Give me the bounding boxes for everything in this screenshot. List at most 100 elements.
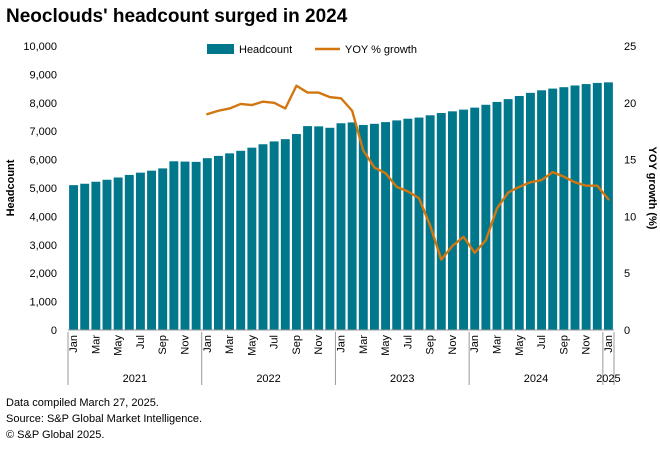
x-tick-label: Mar	[90, 335, 102, 354]
chart-notes: Data compiled March 27, 2025. Source: S&…	[6, 395, 202, 443]
x-tick-label: May	[113, 335, 125, 356]
note-source: Source: S&P Global Market Intelligence.	[6, 413, 203, 425]
x-tick-label: Jul	[135, 335, 147, 349]
y2-tick-label: 25	[624, 41, 636, 53]
y-tick-label: 5,000	[29, 183, 57, 195]
headcount-bar	[247, 147, 257, 330]
x-tick-label: Jan	[603, 335, 615, 353]
headcount-bar	[113, 177, 123, 330]
x-tick-label: Jan	[68, 335, 80, 353]
legend-label-headcount: Headcount	[239, 44, 292, 56]
legend-item-yoy: YOY % growth	[315, 44, 417, 56]
x-tick-label: Sep	[291, 335, 303, 355]
yoy-growth-point	[373, 166, 376, 169]
yoy-growth-point	[384, 172, 387, 175]
x-tick-label: Nov	[313, 335, 325, 355]
yoy-growth-point	[239, 103, 242, 105]
yoy-growth-point	[362, 149, 365, 152]
headcount-bar	[236, 150, 246, 330]
yoy-growth-point	[251, 104, 253, 106]
headcount-bar	[91, 181, 101, 330]
year-label: 2024	[524, 373, 548, 385]
year-label: 2023	[390, 373, 414, 385]
headcount-bar	[102, 179, 112, 330]
x-tick-label: Mar	[358, 335, 370, 354]
yoy-growth-point	[451, 245, 454, 247]
x-tick-label: Jan	[469, 335, 481, 353]
axes: 0 1,000 2,000 3,000 4,000 5,000 6,000 7,000 8,00…	[5, 41, 658, 385]
headcount-bar	[314, 126, 324, 331]
x-tick-label: May	[514, 335, 526, 356]
yoy-growth-point	[262, 100, 264, 103]
yoy-growth-point	[529, 181, 532, 184]
headcount-bar	[280, 139, 290, 330]
yoy-growth-point	[574, 181, 576, 184]
headcount-bar	[492, 101, 502, 330]
headcount-bar	[358, 124, 368, 330]
x-tick-label: Jan	[202, 335, 214, 353]
headcount-bars	[69, 82, 613, 331]
yoy-growth-line	[206, 84, 610, 261]
x-tick-label: Jul	[269, 335, 281, 349]
legend-label-yoy: YOY % growth	[345, 44, 417, 56]
headcount-bar	[470, 107, 480, 330]
year-label: 2022	[256, 373, 280, 385]
headcount-bar	[303, 126, 313, 330]
yoy-growth-point	[306, 91, 309, 94]
note-copyright: © S&P Global 2025.	[6, 429, 105, 441]
yoy-growth-point	[429, 224, 431, 227]
yoy-growth-point	[607, 198, 610, 201]
yoy-growth-point	[485, 239, 487, 242]
y-tick-label: 2,000	[29, 268, 57, 280]
yoy-growth-point	[351, 109, 353, 112]
y-tick-label: 8,000	[29, 98, 57, 110]
chart-title: Neoclouds' headcount surged in 2024	[6, 6, 348, 27]
yoy-growth-point	[551, 171, 554, 173]
x-tick-label: Sep	[425, 335, 437, 355]
headcount-bar	[414, 117, 424, 330]
x-tick-label: Jul	[536, 335, 548, 349]
headcount-bar	[191, 161, 201, 330]
headcount-bar	[213, 155, 223, 330]
yoy-growth-point	[540, 179, 543, 181]
headcount-bar	[291, 134, 301, 330]
y2-tick-label: 10	[624, 211, 636, 223]
headcount-bar	[570, 85, 580, 330]
headcount-bar	[525, 92, 535, 330]
headcount-bar	[169, 161, 179, 330]
yoy-growth-point	[473, 251, 476, 254]
headcount-bar	[80, 183, 90, 330]
legend-swatch-headcount	[207, 44, 234, 54]
yoy-growth-point	[585, 184, 587, 187]
headcount-bar	[603, 82, 613, 330]
headcount-bar	[258, 144, 268, 330]
y2-tick-label: 20	[624, 98, 636, 110]
x-tick-label: May	[380, 335, 392, 356]
yoy-growth-point	[340, 97, 342, 100]
y-tick-label: 10,000	[23, 41, 57, 53]
headcount-bar	[381, 122, 391, 330]
y2-tick-label: 15	[624, 155, 636, 167]
headcount-bar	[392, 120, 402, 330]
headcount-bar	[69, 185, 79, 330]
y-tick-label: 9,000	[29, 69, 57, 81]
headcount-bar	[503, 99, 513, 330]
x-tick-label: Sep	[157, 335, 169, 355]
x-tick-label: Mar	[492, 335, 504, 354]
headcount-bar	[403, 118, 413, 330]
y-tick-label: 1,000	[29, 297, 57, 309]
x-tick-label: Nov	[581, 335, 593, 355]
y2-tick-label: 0	[624, 325, 630, 337]
yoy-growth-point	[518, 186, 521, 188]
headcount-bar	[202, 158, 212, 330]
yoy-growth-point	[228, 107, 231, 110]
legend-item-headcount: Headcount	[207, 44, 292, 56]
headcount-bar	[336, 123, 346, 330]
y-tick-label: 4,000	[29, 211, 57, 223]
headcount-bar	[514, 95, 524, 330]
x-tick-label: Jan	[336, 335, 348, 353]
headcount-bar	[581, 84, 591, 330]
y-tick-label: 0	[51, 325, 57, 337]
headcount-bar	[369, 123, 379, 330]
